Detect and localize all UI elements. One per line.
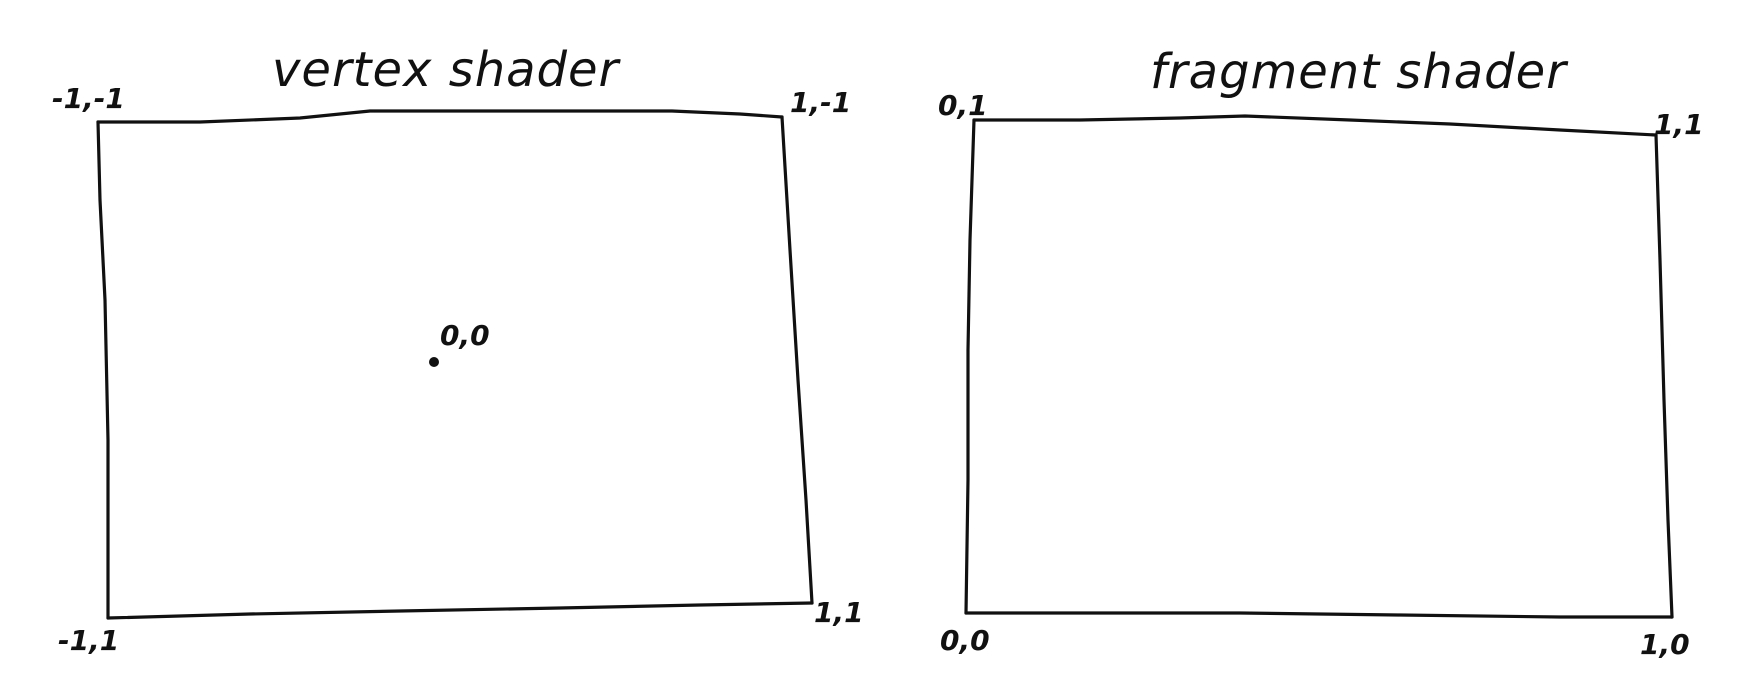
- vertex-corner-top-left-label: -1,-1: [52, 82, 125, 115]
- fragment-quad-left-edge: [964, 118, 976, 615]
- vertex-panel-title: vertex shader: [272, 42, 622, 98]
- fragment-corner-bottom-right-label: 1,0: [1640, 628, 1690, 661]
- vertex-corner-top-right-label: 1,-1: [790, 86, 851, 119]
- vertex-corner-bottom-right-label: 1,1: [814, 596, 864, 629]
- vertex-shader-panel: vertex shader -1,-1 1,-1 -1,1 1,1 0,0: [52, 42, 864, 657]
- fragment-quad-bottom-edge: [964, 611, 1674, 619]
- fragment-corner-top-left-label: 0,1: [938, 89, 988, 122]
- fragment-shader-panel: fragment shader 0,1 1,1 0,0 1,0: [938, 44, 1704, 661]
- fragment-corner-bottom-left-label: 0,0: [940, 624, 990, 657]
- fragment-corner-top-right-label: 1,1: [1654, 108, 1704, 141]
- vertex-quad-bottom-edge: [106, 601, 814, 620]
- vertex-center-label: 0,0: [440, 319, 490, 352]
- fragment-quad-right-edge: [1654, 133, 1674, 619]
- vertex-quad-left-edge: [96, 120, 110, 620]
- fragment-panel-title: fragment shader: [1150, 44, 1569, 100]
- vertex-quad-right-edge: [780, 115, 814, 605]
- fragment-quad-top-edge: [972, 114, 1658, 137]
- vertex-corner-bottom-left-label: -1,1: [58, 624, 119, 657]
- vertex-quad-top-edge: [96, 109, 784, 124]
- origin-point: [429, 357, 439, 367]
